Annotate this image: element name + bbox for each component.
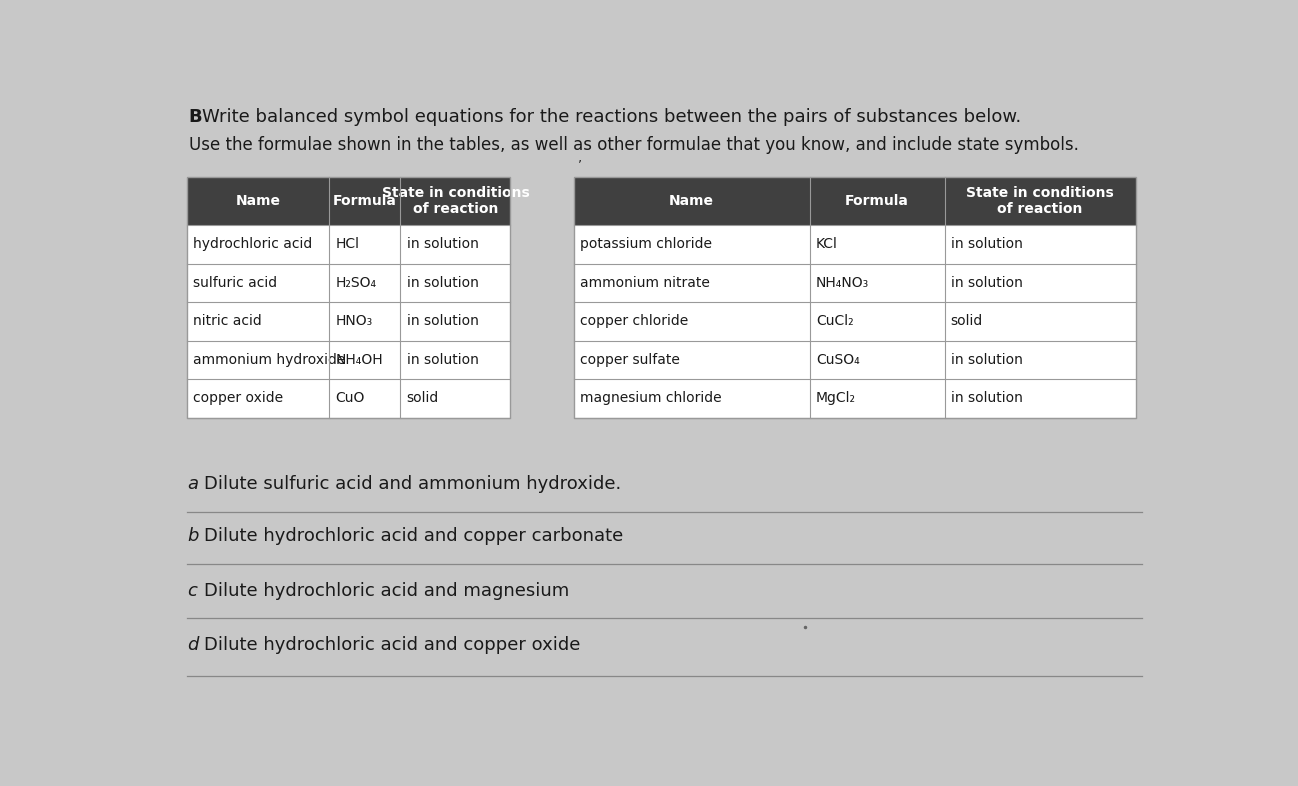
Text: State in conditions
of reaction: State in conditions of reaction [382, 186, 530, 216]
Text: CuO: CuO [335, 391, 365, 406]
Bar [187, 178, 510, 226]
Text: B: B [188, 108, 202, 127]
Bar [187, 264, 510, 303]
Bar [574, 264, 1136, 303]
Text: copper oxide: copper oxide [193, 391, 283, 406]
Text: HCl: HCl [335, 237, 360, 252]
Text: in solution: in solution [406, 237, 479, 252]
Bar [187, 226, 510, 264]
Text: hydrochloric acid: hydrochloric acid [193, 237, 313, 252]
Text: Name: Name [670, 194, 714, 208]
Text: NH₄NO₃: NH₄NO₃ [816, 276, 870, 290]
Text: Name: Name [236, 194, 280, 208]
Text: ammonium hydroxide: ammonium hydroxide [193, 353, 345, 367]
Text: nitric acid: nitric acid [193, 314, 262, 329]
Text: in solution: in solution [406, 314, 479, 329]
Bar [574, 178, 1136, 226]
Text: sulfuric acid: sulfuric acid [193, 276, 278, 290]
Bar [187, 303, 510, 340]
Text: in solution: in solution [950, 276, 1023, 290]
Text: Dilute hydrochloric acid and copper oxide: Dilute hydrochloric acid and copper oxid… [204, 636, 580, 654]
Bar [574, 340, 1136, 379]
Text: copper sulfate: copper sulfate [580, 353, 680, 367]
Text: Use the formulae shown in the tables, as well as other formulae that you know, a: Use the formulae shown in the tables, as… [188, 136, 1079, 154]
Text: Formula: Formula [334, 194, 397, 208]
Text: solid: solid [406, 391, 439, 406]
Text: in solution: in solution [950, 391, 1023, 406]
Text: in solution: in solution [950, 353, 1023, 367]
Text: in solution: in solution [950, 237, 1023, 252]
Text: in solution: in solution [406, 353, 479, 367]
Text: Dilute sulfuric acid and ammonium hydroxide.: Dilute sulfuric acid and ammonium hydrox… [204, 476, 622, 494]
Text: ammonium nitrate: ammonium nitrate [580, 276, 710, 290]
Text: KCl: KCl [816, 237, 837, 252]
Text: Write balanced symbol equations for the reactions between the pairs of substance: Write balanced symbol equations for the … [202, 108, 1022, 127]
Text: b: b [187, 527, 199, 545]
Text: Dilute hydrochloric acid and copper carbonate: Dilute hydrochloric acid and copper carb… [204, 527, 623, 545]
Text: copper chloride: copper chloride [580, 314, 688, 329]
Text: CuSO₄: CuSO₄ [816, 353, 859, 367]
Text: H₂SO₄: H₂SO₄ [335, 276, 376, 290]
Text: CuCl₂: CuCl₂ [816, 314, 854, 329]
Text: Dilute hydrochloric acid and magnesium: Dilute hydrochloric acid and magnesium [204, 582, 570, 600]
Text: a: a [187, 476, 199, 494]
Bar [574, 303, 1136, 340]
Text: State in conditions
of reaction: State in conditions of reaction [966, 186, 1114, 216]
Bar [187, 340, 510, 379]
Text: Formula: Formula [845, 194, 909, 208]
Text: NH₄OH: NH₄OH [335, 353, 383, 367]
Bar [574, 226, 1136, 264]
Bar [574, 178, 1136, 417]
Text: potassium chloride: potassium chloride [580, 237, 711, 252]
Text: solid: solid [950, 314, 983, 329]
Text: c: c [187, 582, 197, 600]
Text: ’: ’ [578, 158, 582, 171]
Text: d: d [187, 636, 199, 654]
Bar [187, 178, 510, 417]
Text: magnesium chloride: magnesium chloride [580, 391, 722, 406]
Text: MgCl₂: MgCl₂ [816, 391, 855, 406]
Bar [187, 379, 510, 417]
Bar [574, 379, 1136, 417]
Text: HNO₃: HNO₃ [335, 314, 373, 329]
Text: in solution: in solution [406, 276, 479, 290]
